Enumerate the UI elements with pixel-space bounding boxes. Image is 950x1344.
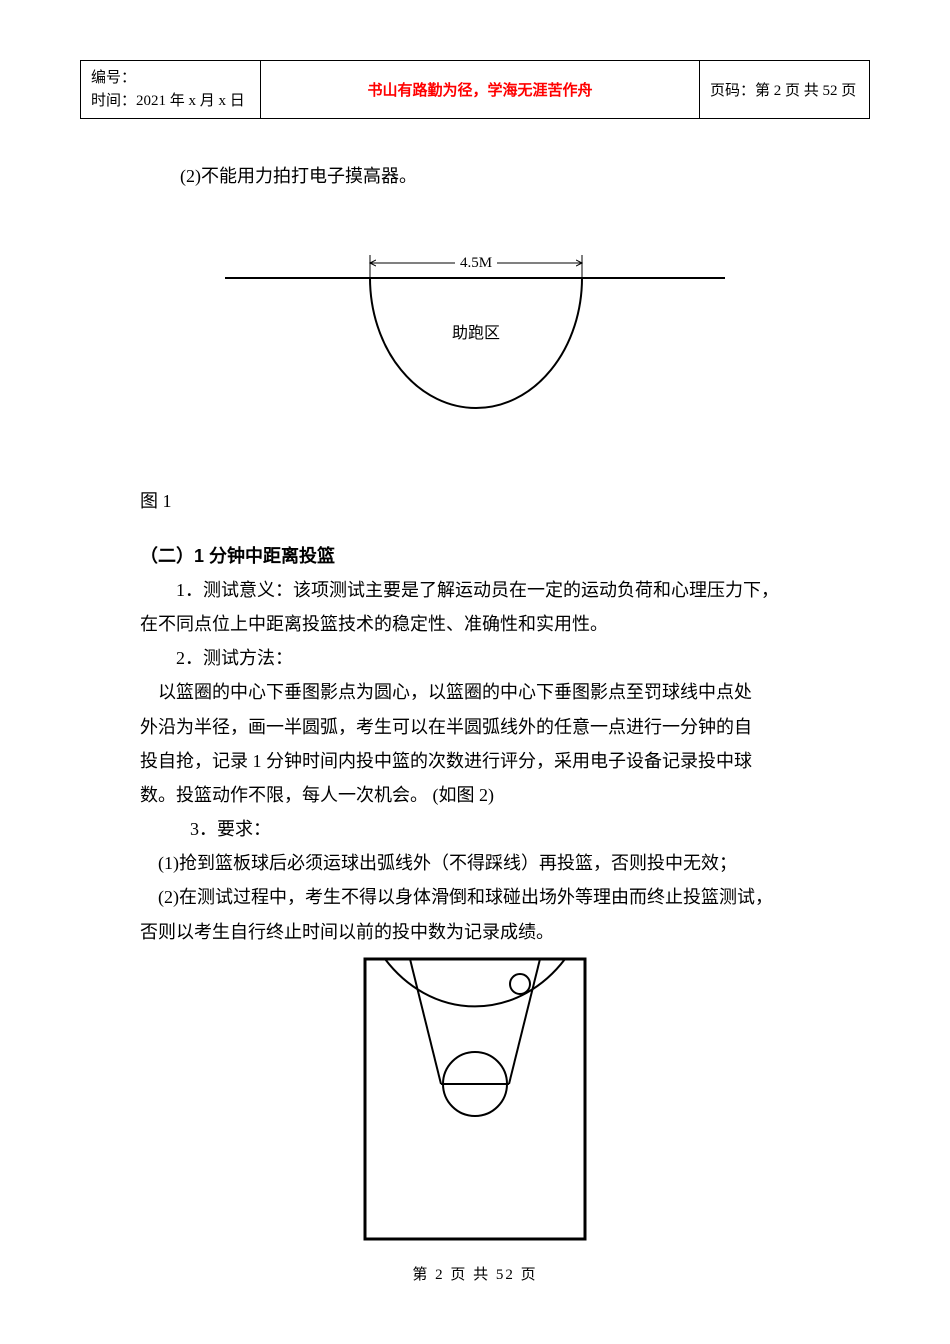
para2-line2: 外沿为半径，画一半圆弧，考生可以在半圆弧线外的任意一点进行一分钟的自 <box>80 710 870 744</box>
para1-line1: 1．测试意义：该项测试主要是了解运动员在一定的运动负荷和心理压力下， <box>80 573 870 607</box>
semicircle <box>370 278 582 408</box>
footer-text: 第 2 页 共 52 页 <box>412 1267 537 1283</box>
hoop <box>510 974 530 994</box>
para2-line4: 数。投篮动作不限，每人一次机会。 (如图 2) <box>80 778 870 812</box>
para1-line2: 在不同点位上中距离投篮技术的稳定性、准确性和实用性。 <box>80 607 870 641</box>
para3-line2: (2)在测试过程中，考生不得以身体滑倒和球碰出场外等理由而终止投篮测试， <box>80 880 870 914</box>
para3-title: 3．要求： <box>80 812 870 846</box>
para2-line3: 投自抢，记录 1 分钟时间内投中篮的次数进行评分，采用电子设备记录投中球 <box>80 744 870 778</box>
para3-line1: (1)抢到篮板球后必须运球出弧线外（不得踩线）再投篮，否则投中无效； <box>80 846 870 880</box>
header-table: 编号： 时间：2021 年 x 月 x 日 书山有路勤为径，学海无涯苦作舟 页码… <box>80 60 870 119</box>
header-center-cell: 书山有路勤为径，学海无涯苦作舟 <box>261 61 700 119</box>
section-title: （二）1 分钟中距离投篮 <box>80 539 870 573</box>
para2-line1: 以篮圈的中心下垂图影点为圆心，以篮圈的中心下垂图影点至罚球线中点处 <box>80 675 870 709</box>
para2-title: 2．测试方法： <box>80 641 870 675</box>
diagram-2 <box>355 954 595 1244</box>
width-label: 4.5M <box>460 255 492 271</box>
header-left-cell: 编号： 时间：2021 年 x 月 x 日 <box>81 61 261 119</box>
doc-id-label: 编号： <box>91 67 250 90</box>
page-footer: 第 2 页 共 52 页 <box>0 1263 950 1284</box>
header-right-cell: 页码：第 2 页 共 52 页 <box>700 61 870 119</box>
header-motto: 书山有路勤为径，学海无涯苦作舟 <box>367 82 592 99</box>
lane-left <box>410 959 441 1084</box>
diagram-1: 4.5M 助跑区 <box>215 243 735 443</box>
line-1: (2)不能用力拍打电子摸高器。 <box>80 159 870 193</box>
zone-label: 助跑区 <box>452 324 500 342</box>
header-page-ref: 页码：第 2 页 共 52 页 <box>710 83 856 99</box>
doc-time-label: 时间：2021 年 x 月 x 日 <box>91 90 250 113</box>
page-container: 编号： 时间：2021 年 x 月 x 日 书山有路勤为径，学海无涯苦作舟 页码… <box>0 0 950 1295</box>
figure-1-container: 4.5M 助跑区 <box>80 243 870 454</box>
figure-2-container <box>80 954 870 1255</box>
content-area: (2)不能用力拍打电子摸高器。 4.5M 助跑区 <box>80 159 870 1255</box>
para3-line3: 否则以考生自行终止时间以前的投中数为记录成绩。 <box>80 915 870 949</box>
court-outline <box>365 959 585 1239</box>
lane-right <box>509 959 540 1084</box>
figure-1-label: 图 1 <box>80 484 870 518</box>
